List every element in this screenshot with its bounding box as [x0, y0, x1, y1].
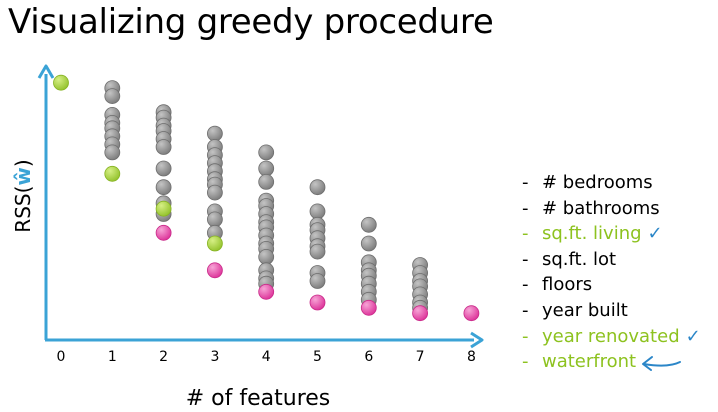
- gray-point: [360, 235, 377, 252]
- gray-point: [104, 144, 121, 161]
- gray-point: [258, 248, 275, 265]
- feature-item-bathrooms: - # bathrooms: [522, 196, 701, 222]
- feature-label: floors: [542, 274, 593, 296]
- chart-axes: [37, 64, 484, 349]
- page-title: Visualizing greedy procedure: [8, 2, 494, 42]
- gray-point: [258, 173, 275, 190]
- gray-point: [258, 144, 275, 161]
- feature-item-year-built: - year built: [522, 298, 701, 324]
- gray-point: [309, 273, 326, 289]
- feature-list: - # bedrooms - # bathrooms - sq.ft. living ✓…: [522, 170, 701, 375]
- feature-item-year-renovated: - year renovated ✓: [522, 324, 701, 350]
- pink-point: [412, 305, 429, 322]
- feature-label: waterfront: [542, 351, 637, 373]
- gray-point: [360, 216, 377, 233]
- feature-dash: -: [522, 299, 529, 321]
- x-tick-label: 2: [159, 349, 168, 365]
- gray-point: [155, 179, 172, 196]
- x-tick-label: 6: [364, 349, 373, 365]
- x-tick-label: 3: [210, 349, 219, 365]
- feature-item-waterfront: - waterfront: [522, 349, 701, 375]
- pink-point: [258, 283, 275, 300]
- gray-point: [309, 203, 326, 220]
- feature-item-bedrooms: - # bedrooms: [522, 170, 701, 196]
- x-tick-label: 4: [262, 349, 271, 365]
- x-tick-label: 0: [57, 349, 66, 365]
- gray-point: [155, 160, 172, 177]
- feature-label: year renovated: [542, 325, 680, 347]
- gray-point: [206, 125, 223, 142]
- pink-point: [155, 224, 172, 241]
- gray-point: [206, 184, 223, 201]
- green-point: [53, 74, 69, 91]
- gray-point: [104, 88, 121, 104]
- x-axis-arrowhead: [470, 331, 484, 349]
- y-axis-label-symbol: ŵ: [11, 167, 35, 185]
- feature-dash: -: [522, 197, 529, 219]
- x-tick-label: 1: [108, 349, 117, 365]
- y-axis-label-suffix: ): [11, 159, 35, 167]
- feature-label: sq.ft. living: [542, 223, 642, 245]
- feature-label: year built: [542, 299, 628, 321]
- pink-point: [463, 305, 480, 322]
- feature-dash: -: [522, 223, 529, 245]
- x-axis-label: # of features: [186, 386, 331, 411]
- feature-dash: -: [522, 248, 529, 270]
- y-axis-arrowhead: [37, 64, 55, 79]
- feature-item-sqft-lot: - sq.ft. lot: [522, 247, 701, 273]
- feature-item-sqft-living: - sq.ft. living ✓: [522, 221, 701, 247]
- feature-dash: -: [522, 351, 529, 373]
- green-point: [104, 165, 121, 182]
- gray-point: [309, 243, 326, 260]
- feature-dash: -: [522, 274, 529, 296]
- green-point: [155, 200, 172, 217]
- pink-point: [206, 262, 223, 279]
- checkmark-icon: ✓: [685, 325, 701, 347]
- feature-dash: -: [522, 172, 529, 193]
- x-tick-label: 7: [416, 349, 425, 365]
- x-tick-labels: 0 1 2 3 4 5 6 7 8: [57, 349, 476, 365]
- gray-point: [155, 139, 172, 155]
- pink-point: [360, 299, 377, 316]
- feature-label: # bathrooms: [542, 197, 660, 219]
- feature-label: sq.ft. lot: [542, 248, 617, 270]
- pink-point: [309, 294, 326, 311]
- gray-point: [309, 179, 326, 196]
- y-axis-label-prefix: RSS(: [11, 186, 35, 233]
- checkmark-icon: ✓: [647, 223, 663, 245]
- hand-drawn-arrow-icon: [642, 356, 682, 372]
- chart-points: [53, 74, 480, 322]
- feature-dash: -: [522, 325, 529, 347]
- gray-point: [258, 160, 275, 177]
- feature-item-floors: - floors: [522, 272, 701, 298]
- green-point: [206, 235, 223, 252]
- y-axis-label: RSS(ŵ): [11, 159, 35, 232]
- x-tick-label: 8: [467, 349, 476, 365]
- gray-point: [206, 211, 223, 228]
- feature-label: # bedrooms: [542, 172, 653, 193]
- x-tick-label: 5: [313, 349, 322, 365]
